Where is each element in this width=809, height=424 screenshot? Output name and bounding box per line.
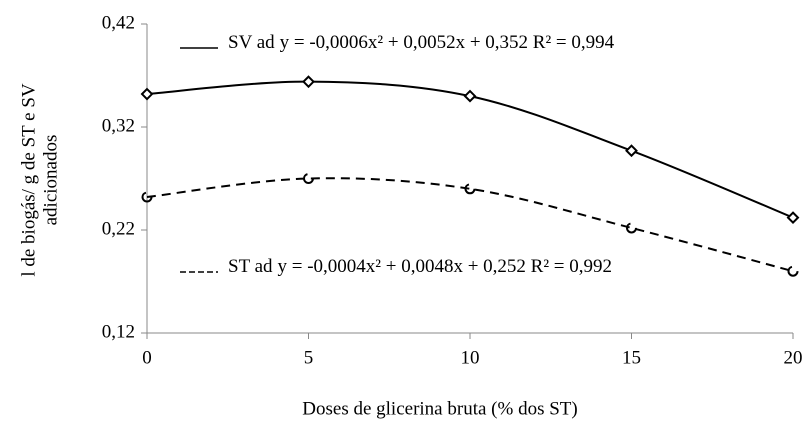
y-tick-label: 0,42 — [102, 12, 135, 33]
x-tick-label: 10 — [461, 347, 480, 368]
x-tick-label: 5 — [304, 347, 314, 368]
legend-entry: ST ad y = -0,0004x² + 0,0048x + 0,252 R² … — [228, 256, 612, 277]
y-tick-label: 0,32 — [102, 115, 135, 136]
marker — [302, 75, 315, 89]
marker — [464, 183, 476, 195]
x-tick-label: 20 — [784, 347, 803, 368]
annotation: y = -0,0004x² + 0,0048x + 0,252 R² = 0,9… — [278, 256, 613, 277]
y-tick-label: 0,12 — [102, 321, 135, 342]
annotation: y = -0,0006x² + 0,0052x + 0,352 R² = 0,9… — [280, 32, 615, 53]
x-tick-label: 15 — [622, 347, 641, 368]
y-label-line: adicionados — [40, 135, 61, 226]
y-tick-label: 0,22 — [102, 218, 135, 239]
y-label-line: l de biogás/ g de ST e SV — [18, 83, 39, 277]
marker — [787, 265, 799, 277]
marker — [463, 89, 477, 103]
marker — [625, 144, 638, 158]
marker — [141, 191, 153, 203]
marker — [626, 222, 637, 234]
legend-name: SV ad — [228, 32, 275, 53]
trend-line — [146, 177, 794, 273]
legend-name: ST ad — [228, 256, 273, 277]
marker — [786, 211, 800, 225]
legend-entry: SV ad y = -0,0006x² + 0,0052x + 0,352 R² … — [228, 32, 615, 53]
x-tick-label: 0 — [142, 347, 152, 368]
marker — [140, 87, 154, 101]
y-axis-label: l de biogás/ g de ST e SV adicionados — [18, 83, 61, 277]
x-axis-label: Doses de glicerina bruta (% dos ST) — [302, 398, 577, 419]
marker — [303, 173, 314, 184]
